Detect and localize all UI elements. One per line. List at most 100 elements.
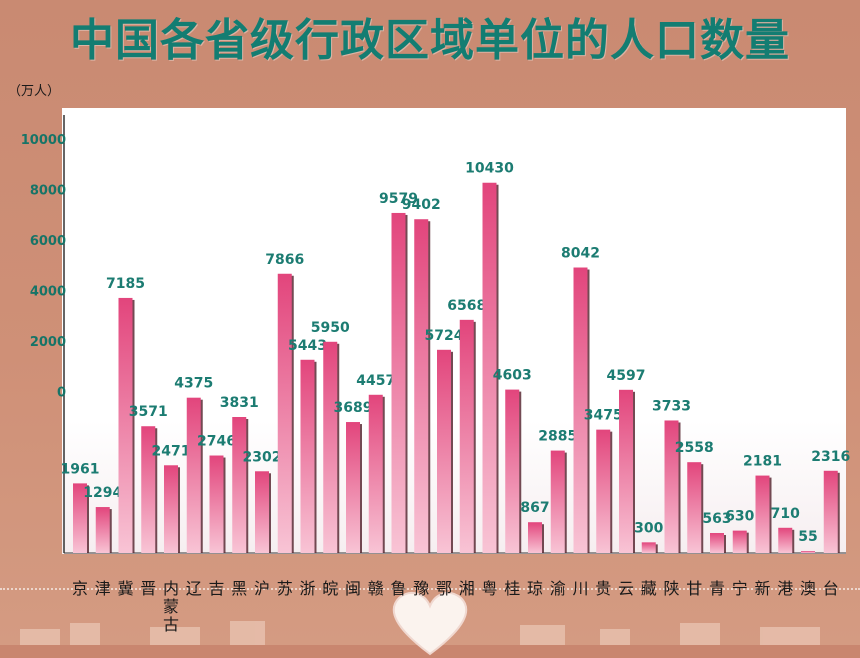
x-tick-label: 津 <box>95 579 111 598</box>
bar <box>573 267 588 553</box>
bar-value-label: 4375 <box>174 376 213 392</box>
bar <box>550 450 565 553</box>
bar <box>255 471 269 553</box>
x-tick-label: 澳 <box>800 579 816 598</box>
y-axis-unit-label: （万人） <box>8 84 61 99</box>
bar-value-label: 4597 <box>607 368 646 384</box>
x-tick-label: 新 <box>754 579 770 598</box>
bar-value-label: 2558 <box>675 440 714 456</box>
bar <box>528 522 542 553</box>
bar <box>641 542 656 553</box>
bar <box>209 455 224 553</box>
bar <box>710 533 724 553</box>
bar <box>505 389 520 553</box>
bar <box>186 397 201 553</box>
x-tick-label: 浙 <box>299 579 315 598</box>
bar <box>801 551 815 553</box>
x-tick-label: 琼 <box>527 579 543 598</box>
bar-value-label: 3733 <box>652 398 691 414</box>
bar-value-label: 1294 <box>83 485 122 501</box>
bar <box>368 394 383 553</box>
x-tick-label: 鄂 <box>436 579 452 598</box>
bar-value-label: 3831 <box>220 395 259 411</box>
bar-value-label: 2471 <box>152 443 191 459</box>
x-tick-label: 黑 <box>231 579 247 598</box>
bar-value-label: 9579 <box>379 191 418 207</box>
bar <box>118 297 133 553</box>
bar-value-label: 2885 <box>538 429 577 445</box>
x-tick-label: 港 <box>777 579 793 598</box>
x-tick-label: 贵 <box>595 579 611 598</box>
x-tick-label: 渝 <box>550 579 566 598</box>
x-tick-label: 云 <box>618 579 634 598</box>
bar-value-label: 3475 <box>584 408 623 424</box>
x-tick-label: 甘 <box>686 579 702 598</box>
bar-value-label: 4457 <box>356 373 395 389</box>
bar <box>664 420 679 553</box>
bar-value-label: 867 <box>520 500 549 516</box>
page-title: 中国各省级行政区域单位的人口数量 <box>70 15 790 66</box>
heart-icon <box>392 591 468 656</box>
y-tick-label: 10000 <box>21 133 66 148</box>
x-tick-label: 晋 <box>140 579 156 598</box>
bar-value-label: 10430 <box>465 161 514 177</box>
x-tick-label: 冀 <box>117 579 133 598</box>
bar-value-label: 2181 <box>743 454 782 470</box>
bar <box>732 530 747 553</box>
bar-value-label: 5950 <box>311 320 350 336</box>
bar <box>459 319 474 553</box>
y-tick-label: 2000 <box>30 335 66 350</box>
y-tick-label: 4000 <box>30 285 66 300</box>
bar <box>346 422 360 553</box>
bar-value-label: 300 <box>634 520 663 536</box>
city-skyline-decoration <box>20 621 820 645</box>
bar <box>414 219 429 553</box>
bar-value-label: 2316 <box>811 449 850 465</box>
x-tick-label: 桂 <box>504 579 520 598</box>
bar <box>141 426 156 553</box>
x-tick-label: 沪 <box>254 579 270 598</box>
x-tick-label: 京 <box>72 579 88 598</box>
x-tick-label: 豫 <box>413 579 429 598</box>
x-tick-label: 闽 <box>345 579 361 598</box>
x-tick-label: 内 <box>163 579 179 598</box>
bar-value-label: 55 <box>798 529 817 545</box>
bar-value-label: 2746 <box>197 434 236 450</box>
x-tick-label: 古 <box>163 615 179 634</box>
x-tick-label: 辽 <box>186 579 202 598</box>
x-tick-label: 蒙 <box>163 597 179 616</box>
x-tick-label: 湘 <box>459 579 475 598</box>
bar <box>596 429 611 553</box>
bar-value-label: 8042 <box>561 246 600 262</box>
bar-value-label: 4603 <box>493 368 532 384</box>
x-tick-label: 台 <box>823 579 839 598</box>
x-tick-label: 吉 <box>208 579 224 598</box>
bar <box>73 483 87 553</box>
y-tick-label: 6000 <box>30 234 66 249</box>
bar-value-label: 6568 <box>447 298 486 314</box>
y-tick-label: 8000 <box>30 184 66 199</box>
bar-value-label: 7866 <box>265 252 304 268</box>
bar <box>391 212 406 553</box>
bar-value-label: 630 <box>725 509 754 525</box>
bar-value-label: 563 <box>702 511 731 527</box>
x-tick-label: 陕 <box>663 579 679 598</box>
x-tick-label: 青 <box>709 579 725 598</box>
bar <box>482 182 497 554</box>
bar-value-label: 3571 <box>129 404 168 420</box>
bar <box>277 273 292 553</box>
x-tick-label: 苏 <box>277 579 293 598</box>
bar-value-label: 1961 <box>61 461 100 477</box>
bar-value-label: 3689 <box>334 400 373 416</box>
bar <box>164 465 178 553</box>
x-tick-label: 皖 <box>322 579 338 598</box>
bar-value-label: 5443 <box>288 338 327 354</box>
bar-value-label: 5724 <box>425 328 464 344</box>
x-tick-label: 川 <box>572 579 588 598</box>
x-tick-label: 宁 <box>732 579 748 598</box>
x-tick-label: 鲁 <box>390 579 406 598</box>
bar <box>437 349 451 553</box>
y-tick-label: 0 <box>57 386 66 401</box>
bar-value-label: 7185 <box>106 276 145 292</box>
